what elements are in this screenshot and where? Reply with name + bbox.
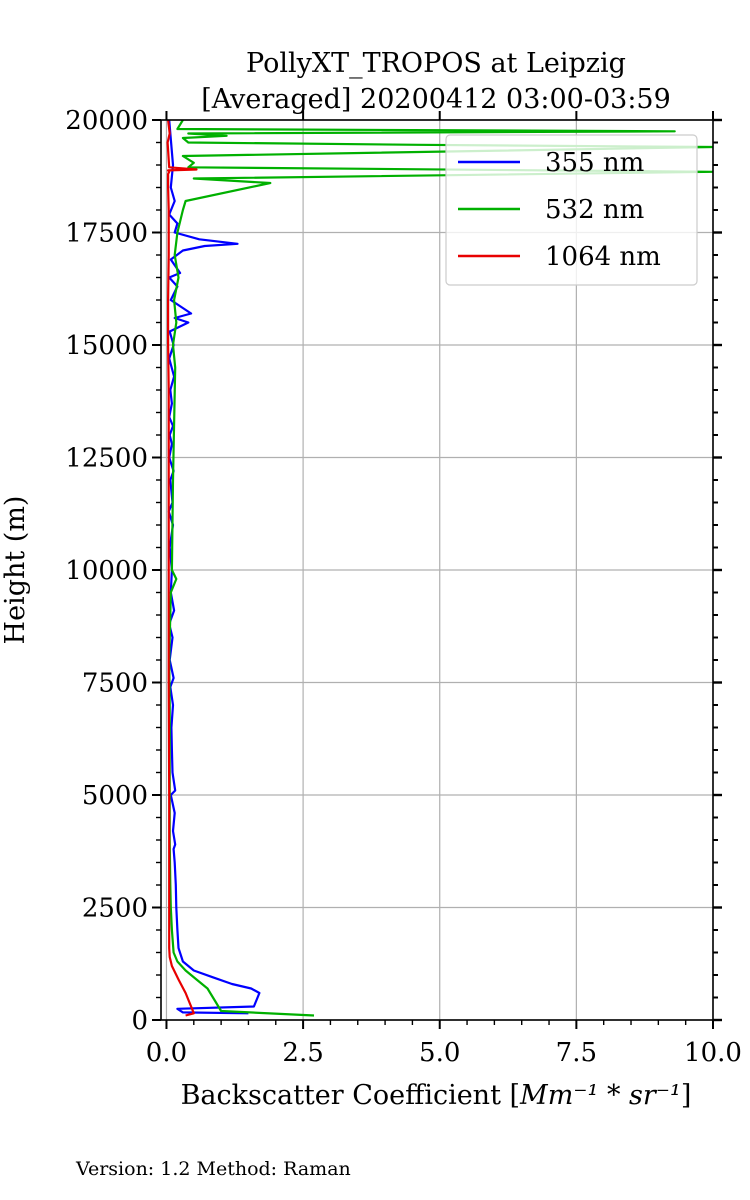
x-tick-label-0: 0.0 <box>146 1038 187 1068</box>
x-tick-label-3: 7.5 <box>556 1038 597 1068</box>
y-tick-label-6: 15000 <box>65 331 148 361</box>
tick-layer: 0.0 2.5 5.0 7.5 10.0 0 2500 5000 7500 10000 12500 1… <box>65 106 742 1068</box>
x-tick-label-1: 2.5 <box>282 1038 323 1068</box>
y-tick-label-4: 10000 <box>65 556 148 586</box>
chart-title-line2: [Averaged] 20200412 03:00-03:59 <box>201 84 671 115</box>
chart-title-line1: PollyXT_TROPOS at Leipzig <box>246 48 626 79</box>
legend-box <box>445 134 698 286</box>
footer-version-method: Version: 1.2 Method: Raman <box>75 1158 351 1180</box>
y-axis-label: Height (m) <box>0 496 31 645</box>
y-tick-label-5: 12500 <box>65 444 148 474</box>
x-axis-label: Backscatter Coefficient [Mm⁻¹ * sr⁻¹] <box>181 1080 692 1111</box>
y-tick-label-2: 5000 <box>82 781 148 811</box>
legend-label-532: 532 nm <box>545 195 644 225</box>
x-axis-label-close: ] <box>681 1080 692 1111</box>
legend-label-1064: 1064 nm <box>545 242 661 272</box>
x-axis-label-math: Mm⁻¹ * sr⁻¹ <box>519 1080 681 1111</box>
legend-label-355: 355 nm <box>545 148 644 178</box>
x-tick-label-4: 10.0 <box>684 1038 742 1068</box>
series-line-1064-nm <box>166 120 198 1017</box>
y-tick-label-0: 0 <box>131 1006 148 1036</box>
y-tick-label-8: 20000 <box>65 106 148 136</box>
legend: 355 nm 532 nm 1064 nm <box>445 134 698 286</box>
series-line-355-nm <box>167 120 261 1015</box>
y-tick-label-1: 2500 <box>82 894 148 924</box>
x-axis-label-main: Backscatter Coefficient [ <box>181 1080 520 1111</box>
x-tick-label-2: 5.0 <box>419 1038 460 1068</box>
y-tick-label-7: 17500 <box>65 219 148 249</box>
y-tick-label-3: 7500 <box>82 669 148 699</box>
